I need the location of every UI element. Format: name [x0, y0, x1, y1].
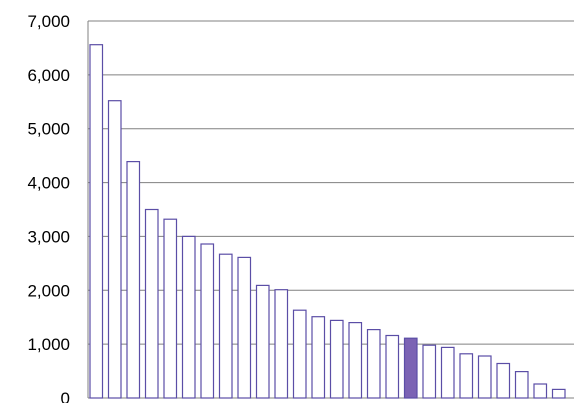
bar [255, 284, 270, 399]
bar [533, 383, 548, 399]
bar [126, 161, 141, 399]
bar [551, 388, 566, 399]
bars [89, 44, 566, 399]
bar-highlighted [403, 337, 418, 399]
bar [459, 353, 474, 399]
bar [422, 344, 437, 399]
y-axis-tick-labels: 0 1,000 2,000 3,000 4,000 5,000 6,000 7,000 [27, 12, 70, 403]
y-tick-label: 4,000 [27, 174, 70, 193]
bar [514, 371, 529, 399]
bar [366, 329, 381, 399]
y-tick-label: 7,000 [27, 12, 70, 31]
bar [181, 235, 196, 399]
y-tick-label: 0 [61, 389, 70, 403]
y-tick-label: 1,000 [27, 335, 70, 354]
bar [477, 355, 492, 399]
bar [107, 100, 122, 399]
bar [200, 243, 215, 399]
bar [89, 44, 104, 399]
bar [496, 362, 511, 399]
bar [218, 253, 233, 399]
y-tick-label: 3,000 [27, 227, 70, 246]
bar [144, 208, 159, 399]
bar [311, 316, 326, 399]
bar [163, 218, 178, 399]
bar [440, 346, 455, 399]
bar [329, 319, 344, 399]
bar [292, 309, 307, 399]
y-tick-label: 2,000 [27, 281, 70, 300]
bar [348, 322, 363, 399]
bar [237, 256, 252, 399]
y-tick-label: 5,000 [27, 120, 70, 139]
bar [385, 334, 400, 399]
y-tick-label: 6,000 [27, 66, 70, 85]
bar [274, 289, 289, 399]
